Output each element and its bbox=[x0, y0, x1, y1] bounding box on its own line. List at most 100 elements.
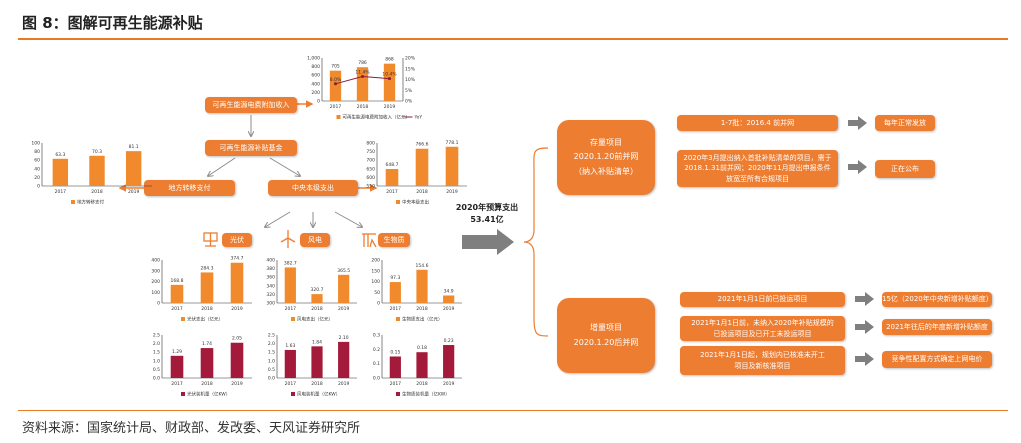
yoy-label: 10.4% bbox=[382, 72, 397, 78]
y-tick-label: 2.5 bbox=[153, 333, 160, 339]
y-tick-label: 150 bbox=[371, 268, 380, 274]
legend-swatch bbox=[181, 317, 185, 321]
y-tick-label: 340 bbox=[266, 283, 275, 289]
x-tick-label: 2017 bbox=[285, 306, 297, 312]
y-tick-label: 200 bbox=[151, 279, 160, 285]
data-label: 766.6 bbox=[416, 142, 429, 148]
legend-swatch bbox=[396, 317, 400, 321]
incremental-date: 2020.1.20后并网 bbox=[573, 337, 639, 347]
y-tick-label: 800 bbox=[366, 141, 375, 147]
stock-title: 存量项目 bbox=[590, 137, 622, 147]
y-tick-label: 0 bbox=[157, 301, 160, 307]
x-tick-label: 2019 bbox=[338, 381, 350, 387]
yoy-point bbox=[334, 82, 337, 86]
y-tick-label: 300 bbox=[266, 301, 275, 307]
y-tick-label: 0.0 bbox=[373, 376, 380, 382]
local-transfer-box: 地方转移支付 bbox=[144, 180, 235, 196]
arrow-icon bbox=[848, 160, 867, 174]
arrow-central-solar bbox=[265, 211, 291, 227]
footer-divider bbox=[18, 410, 1008, 411]
bracket bbox=[523, 147, 549, 337]
bar bbox=[389, 356, 401, 378]
bar bbox=[338, 341, 350, 378]
bar bbox=[200, 272, 214, 303]
solar-icon bbox=[203, 232, 218, 247]
budget-value: 53.41亿 bbox=[470, 215, 504, 224]
subsidy-fund-box: 可再生能源补贴基金 bbox=[205, 140, 297, 156]
data-label: 0.18 bbox=[417, 345, 427, 351]
data-label: 1.84 bbox=[312, 339, 322, 345]
incremental-result: 竞争性配置方式确定上网电价 bbox=[882, 351, 992, 368]
y-tick-label: 0 bbox=[37, 184, 40, 190]
x-tick-label: 2018 bbox=[357, 104, 369, 110]
yoy-point bbox=[361, 74, 364, 78]
biomass-plant-icon bbox=[362, 233, 377, 248]
y-tick-label: 1,000 bbox=[307, 56, 320, 62]
y-tick-label: 0 bbox=[377, 301, 380, 307]
data-label: 705 bbox=[331, 64, 340, 70]
data-label: 648.7 bbox=[386, 162, 399, 168]
stock-item: 1-7批：2016.4 前并网 bbox=[677, 115, 838, 131]
x-tick-label: 2018 bbox=[311, 306, 323, 312]
chart-solar_cap: 0.0 0.5 1.0 1.5 2.0 2.5 1.29 2017 1.74 2018 2.05 20… bbox=[153, 333, 252, 398]
legend-label: 可再生能源电费附加收入（亿元） bbox=[343, 114, 411, 121]
yoy-label: 11.4% bbox=[355, 69, 370, 75]
bar bbox=[52, 158, 69, 186]
chart-local: 0 20 40 60 80 100 63.3 2017 70.3 2018 81.1 2019 地方转移… bbox=[31, 141, 152, 206]
y-tick-label: 1.0 bbox=[268, 358, 275, 364]
figure-title: 图 8：图解可再生能源补贴 bbox=[22, 14, 203, 32]
data-label: 1.63 bbox=[285, 343, 295, 349]
data-label: 1.29 bbox=[172, 349, 182, 355]
y2-tick-label: 20% bbox=[405, 56, 416, 62]
x-tick-label: 2019 bbox=[443, 381, 455, 387]
y-tick-label: 800 bbox=[311, 64, 320, 70]
legend-label: 地方转移支付 bbox=[77, 199, 104, 206]
solar-label: 光伏 bbox=[222, 233, 252, 247]
legend-label: YoY bbox=[414, 115, 423, 121]
x-tick-label: 2017 bbox=[55, 189, 67, 195]
y-tick-label: 2.0 bbox=[268, 341, 275, 347]
bar bbox=[311, 294, 323, 303]
wind-label: 风电 bbox=[300, 233, 330, 247]
bar bbox=[329, 70, 342, 101]
arrow-central-biomass bbox=[334, 211, 362, 227]
y2-tick-label: 10% bbox=[405, 77, 416, 83]
y-tick-label: 700 bbox=[366, 158, 375, 164]
y-tick-label: 300 bbox=[151, 268, 160, 274]
bar bbox=[230, 262, 244, 303]
y-tick-label: 200 bbox=[371, 258, 380, 264]
y-tick-label: 2.5 bbox=[268, 333, 275, 339]
incremental-title: 增量项目 bbox=[590, 323, 622, 333]
y-tick-label: 650 bbox=[366, 166, 375, 172]
bar bbox=[200, 348, 214, 378]
bar bbox=[443, 345, 455, 378]
y-tick-label: 0 bbox=[317, 99, 320, 105]
stock-note: （纳入补贴清单） bbox=[574, 166, 638, 176]
data-label: 70.3 bbox=[92, 149, 102, 155]
y-tick-label: 50 bbox=[374, 290, 380, 296]
incremental-projects-box: 增量项目 2020.1.20后并网 bbox=[557, 298, 655, 373]
incremental-item: 2021年1月1日起，规划内已核准未开工项目及新核准项目 bbox=[680, 346, 845, 375]
bar bbox=[356, 67, 369, 101]
legend-swatch bbox=[71, 200, 75, 204]
y-tick-label: 400 bbox=[266, 258, 275, 264]
incremental-item: 2021年1月1日前，未纳入2020年补贴规模的已投运项目及已开工未投运项目 bbox=[680, 316, 845, 341]
legend-swatch bbox=[291, 392, 295, 396]
data-label: 0.15 bbox=[390, 350, 400, 356]
x-tick-label: 2018 bbox=[416, 189, 428, 195]
stock-projects-box: 存量项目 2020.1.20前并网 （纳入补贴清单） bbox=[557, 120, 655, 195]
stock-date: 2020.1.20前并网 bbox=[573, 152, 639, 162]
y-tick-label: 20 bbox=[34, 175, 40, 181]
y-tick-label: 0.5 bbox=[268, 367, 275, 373]
x-tick-label: 2019 bbox=[231, 381, 243, 387]
y-tick-label: 200 bbox=[311, 90, 320, 96]
y-tick-label: 550 bbox=[366, 184, 375, 190]
data-label: 154.6 bbox=[416, 263, 429, 269]
data-label: 1.74 bbox=[202, 341, 212, 347]
y-tick-label: 380 bbox=[266, 266, 275, 272]
chart-central: 550 600 650 700 750 800 648.7 2017 766.6 2018 778.… bbox=[366, 140, 467, 206]
bar bbox=[125, 151, 142, 186]
y-tick-label: 40 bbox=[34, 166, 40, 172]
legend-label: 光伏装机量（亿KW） bbox=[187, 391, 230, 398]
